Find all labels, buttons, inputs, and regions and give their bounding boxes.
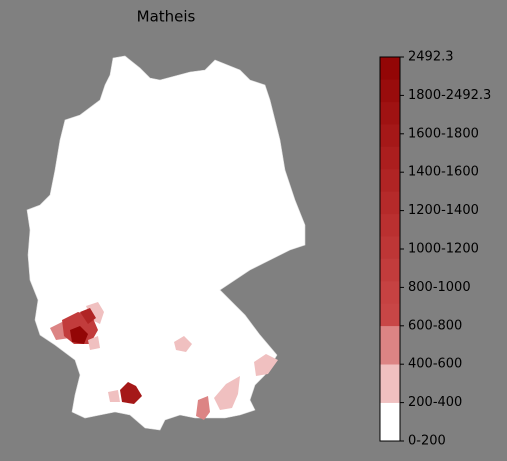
colorbar-segment	[380, 169, 400, 192]
colorbar-label: 200-400	[408, 395, 462, 410]
colorbar-segment	[380, 364, 400, 403]
colorbar-segment	[380, 281, 400, 304]
colorbar-label: 400-600	[408, 357, 462, 372]
region	[86, 302, 104, 324]
colorbar-label: 800-1000	[408, 280, 471, 295]
colorbar-segment	[380, 191, 400, 215]
colorbar-label: 1600-1800	[408, 126, 479, 141]
colorbar: 0-200 200-400 400-600 600-800 800-1000 1000-1…	[379, 50, 491, 449]
region	[214, 376, 240, 410]
colorbar-segment	[380, 258, 400, 282]
colorbar-segment	[380, 213, 400, 237]
country-outline	[26, 55, 306, 431]
region	[70, 326, 88, 344]
colorbar-segment	[380, 303, 400, 327]
colorbar-label: 1800-2492.3	[408, 88, 491, 103]
colorbar-label: 0-200	[408, 434, 446, 449]
colorbar-segment	[380, 325, 400, 365]
colorbar-label: 2492.3	[408, 50, 454, 65]
region	[120, 382, 142, 404]
region	[196, 396, 210, 420]
colorbar-segment	[380, 402, 400, 442]
chart-title: Matheis	[137, 8, 196, 26]
region	[108, 390, 120, 402]
region	[174, 336, 192, 352]
colorbar-segment	[380, 57, 400, 80]
colorbar-label: 600-800	[408, 318, 462, 333]
region	[88, 336, 100, 350]
map	[26, 55, 306, 431]
colorbar-label: 1400-1600	[408, 165, 479, 180]
colorbar-segment	[380, 79, 400, 103]
colorbar-segment	[380, 236, 400, 259]
colorbar-label: 1000-1200	[408, 242, 479, 257]
colorbar-label: 1200-1400	[408, 203, 479, 218]
colorbar-segment	[380, 124, 400, 147]
region	[80, 308, 96, 324]
region	[254, 354, 278, 376]
colorbar-segment	[380, 101, 400, 125]
colorbar-segment	[380, 146, 400, 170]
